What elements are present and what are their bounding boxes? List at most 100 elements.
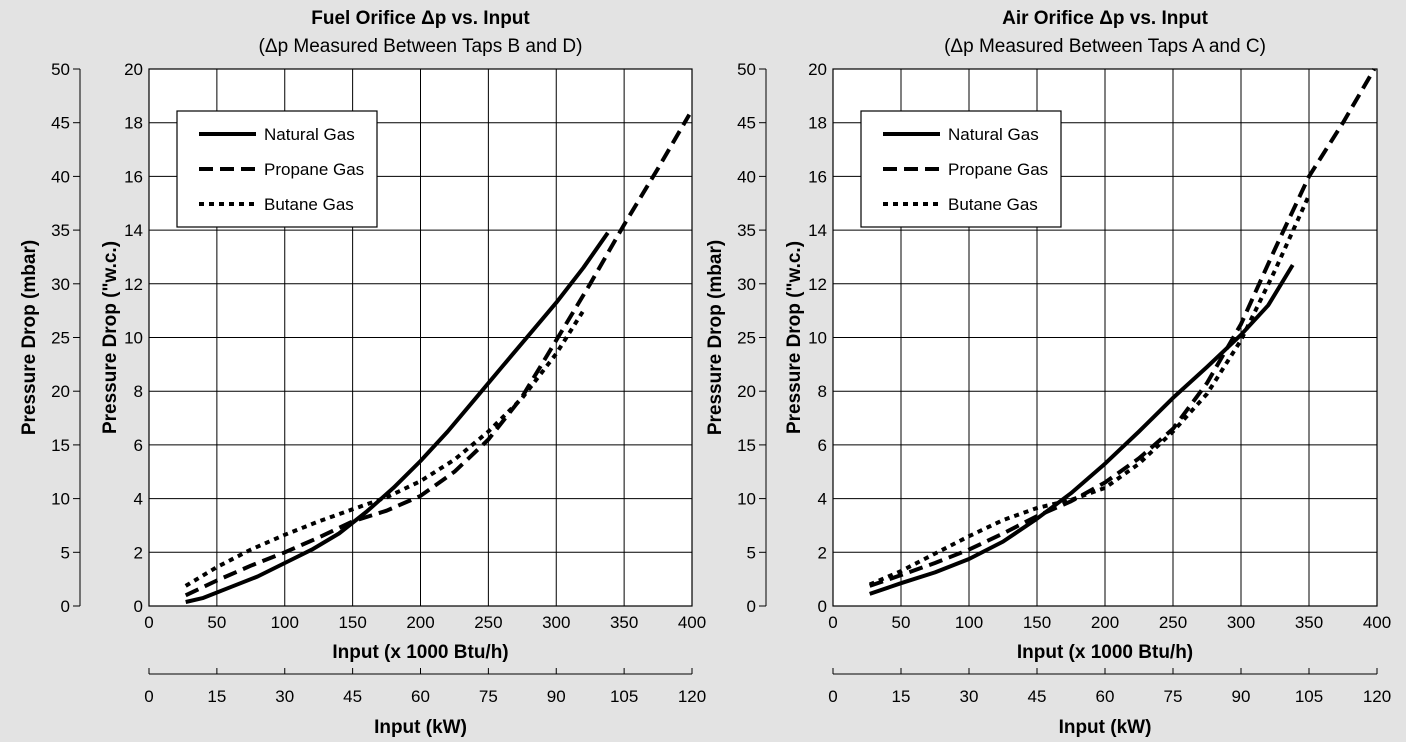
x2-axis-label: Input (kW) (1059, 717, 1152, 738)
x-tick-label: 50 (207, 613, 226, 632)
x-tick-label: 200 (1091, 613, 1119, 632)
series-line-propane-gas (869, 67, 1377, 588)
y-axis-label: Pressure Drop ("w.c.) (100, 241, 121, 434)
legend-label: Natural Gas (264, 125, 355, 144)
x-tick-label: 0 (144, 613, 153, 632)
series-line-butane-gas (184, 309, 586, 588)
legend-label: Butane Gas (948, 195, 1038, 214)
y2-tick-label: 10 (737, 490, 756, 509)
legend-label: Natural Gas (948, 125, 1039, 144)
y2-tick-label: 35 (51, 221, 70, 240)
series-line-natural-gas (185, 231, 610, 604)
y2-tick-label: 10 (51, 490, 70, 509)
x2-tick-label: 15 (207, 687, 226, 706)
y-tick-label: 8 (818, 382, 827, 401)
legend-label: Butane Gas (264, 195, 354, 214)
y2-tick-label: 50 (51, 60, 70, 79)
x-axis-label: Input (x 1000 Btu/h) (1017, 642, 1193, 663)
y2-tick-label: 15 (51, 436, 70, 455)
x2-tick-label: 30 (960, 687, 979, 706)
y2-tick-label: 25 (51, 329, 70, 348)
y-tick-label: 16 (124, 167, 143, 186)
y-tick-label: 2 (818, 543, 827, 562)
y-tick-label: 0 (818, 597, 827, 616)
x2-tick-label: 0 (828, 687, 837, 706)
x2-tick-label: 105 (610, 687, 638, 706)
y-tick-label: 2 (134, 543, 143, 562)
x2-tick-label: 45 (343, 687, 362, 706)
x2-tick-label: 90 (1232, 687, 1251, 706)
y-tick-label: 18 (124, 114, 143, 133)
x2-tick-label: 0 (144, 687, 153, 706)
series-line-propane-gas (184, 113, 692, 598)
x-tick-label: 400 (1363, 613, 1391, 632)
plot-frame (148, 68, 693, 607)
y-tick-label: 10 (124, 329, 143, 348)
chart-subtitle: (Δp Measured Between Taps A and C) (944, 36, 1266, 57)
y-tick-label: 0 (134, 597, 143, 616)
x-tick-label: 250 (474, 613, 502, 632)
x2-tick-label: 90 (547, 687, 566, 706)
x-tick-label: 350 (610, 613, 638, 632)
x-tick-label: 400 (678, 613, 706, 632)
chart-panel-2: 0 50 100 150 200 250 300 350 4000246810121416182… (705, 8, 1391, 738)
x-tick-label: 300 (1227, 613, 1255, 632)
y2-tick-label: 15 (737, 436, 756, 455)
y2-tick-label: 25 (737, 329, 756, 348)
y-tick-label: 20 (808, 60, 827, 79)
y2-tick-label: 5 (61, 543, 70, 562)
y2-tick-label: 30 (737, 275, 756, 294)
x-tick-label: 350 (1295, 613, 1323, 632)
x2-tick-label: 45 (1028, 687, 1047, 706)
y2-tick-label: 40 (51, 167, 70, 186)
x2-tick-label: 105 (1295, 687, 1323, 706)
x-tick-label: 300 (542, 613, 570, 632)
x-tick-label: 150 (338, 613, 366, 632)
series-line-natural-gas (869, 263, 1295, 596)
x2-tick-label: 60 (411, 687, 430, 706)
x-tick-label: 0 (828, 613, 837, 632)
y2-tick-label: 20 (737, 382, 756, 401)
y2-tick-label: 40 (737, 167, 756, 186)
x2-tick-label: 30 (275, 687, 294, 706)
x2-tick-label: 60 (1096, 687, 1115, 706)
y-tick-label: 16 (808, 167, 827, 186)
y-tick-label: 12 (808, 275, 827, 294)
y2-tick-label: 45 (737, 114, 756, 133)
x2-tick-label: 15 (892, 687, 911, 706)
y2-tick-label: 0 (61, 597, 70, 616)
y2-tick-label: 30 (51, 275, 70, 294)
x2-tick-label: 120 (678, 687, 706, 706)
x-tick-label: 100 (271, 613, 299, 632)
x-tick-label: 200 (406, 613, 434, 632)
x2-axis-label: Input (kW) (374, 717, 467, 738)
plot-frame (832, 68, 1378, 607)
y2-axis-label: Pressure Drop (mbar) (19, 240, 40, 435)
y2-tick-label: 45 (51, 114, 70, 133)
y-tick-label: 4 (818, 490, 827, 509)
chart-panel-1: 0 50 100 150 200 250 300 350 4000246810121416182… (19, 8, 706, 738)
x-axis-label: Input (x 1000 Btu/h) (332, 642, 508, 663)
x2-tick-label: 120 (1363, 687, 1391, 706)
y-tick-label: 14 (808, 221, 827, 240)
y-tick-label: 18 (808, 114, 827, 133)
chart-title: Fuel Orifice Δp vs. Input (311, 8, 530, 29)
y-tick-label: 6 (818, 436, 827, 455)
x2-tick-label: 75 (479, 687, 498, 706)
y2-axis-label: Pressure Drop (mbar) (705, 240, 726, 435)
legend-label: Propane Gas (264, 160, 364, 179)
y-axis-label: Pressure Drop ("w.c.) (784, 241, 805, 434)
x-tick-label: 100 (955, 613, 983, 632)
x-tick-label: 250 (1159, 613, 1187, 632)
x-tick-label: 150 (1023, 613, 1051, 632)
y-tick-label: 14 (124, 221, 143, 240)
y2-tick-label: 35 (737, 221, 756, 240)
y-tick-label: 4 (134, 490, 143, 509)
chart-subtitle: (Δp Measured Between Taps B and D) (259, 36, 583, 57)
y-tick-label: 6 (134, 436, 143, 455)
y2-tick-label: 50 (737, 60, 756, 79)
y-tick-label: 20 (124, 60, 143, 79)
legend-label: Propane Gas (948, 160, 1048, 179)
y2-tick-label: 0 (747, 597, 756, 616)
